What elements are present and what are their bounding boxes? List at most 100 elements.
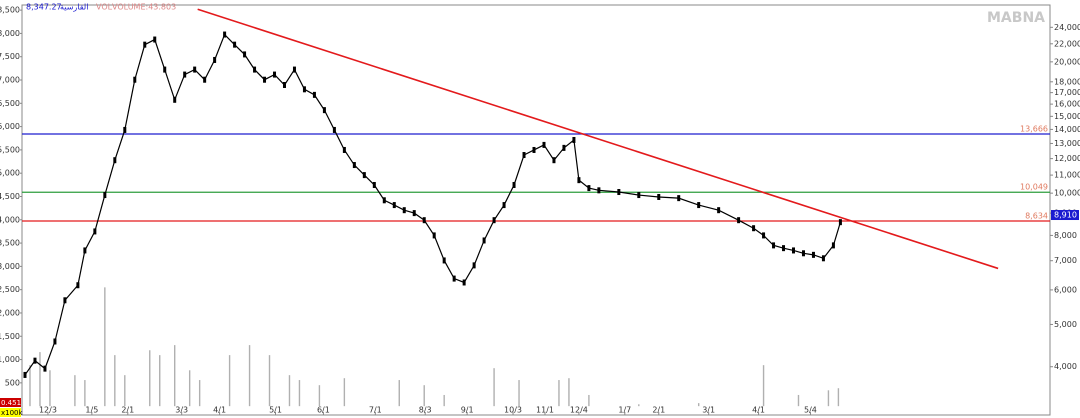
header-vol: VOL	[96, 3, 113, 12]
volume-bar	[423, 385, 425, 407]
price-candle	[163, 66, 167, 73]
price-candle	[542, 141, 546, 148]
price-candle	[392, 202, 396, 209]
price-candle	[33, 357, 37, 364]
price-candle	[253, 66, 257, 73]
y-tick-label: 6,500	[0, 99, 20, 108]
price-candle	[791, 247, 795, 254]
price-candle	[452, 275, 456, 282]
x-tick-label: 2/1	[121, 406, 134, 415]
y-tick-label: 8,000	[0, 29, 20, 38]
volume-bar	[39, 352, 41, 407]
price-candle	[772, 242, 776, 249]
price-line	[24, 33, 841, 376]
price-candle	[597, 187, 601, 194]
y2-tick-label: 4,000	[1054, 362, 1077, 371]
y2-tick-label: 14,000	[1054, 125, 1080, 134]
price-candle	[322, 107, 326, 114]
scale-unit: x100k	[1, 409, 24, 417]
price-candle	[782, 245, 786, 252]
y-tick-label: 7,500	[0, 52, 20, 61]
price-candle	[762, 232, 766, 239]
price-candle	[213, 56, 217, 63]
volume-bar	[518, 380, 520, 407]
price-candle	[462, 279, 466, 286]
volume-bar	[588, 394, 590, 407]
price-candle	[76, 282, 80, 289]
y-tick-label: 3,500	[0, 239, 20, 248]
volume-bar	[174, 345, 176, 407]
price-candle	[552, 157, 556, 164]
price-candle	[233, 41, 237, 48]
price-candle	[532, 146, 536, 153]
volume-bar	[398, 380, 400, 407]
price-candle	[292, 66, 296, 73]
y-tick-label: 6,000	[0, 122, 20, 131]
price-candle	[472, 262, 476, 269]
volume-bar	[159, 355, 161, 407]
price-candle	[577, 177, 581, 184]
price-candle	[23, 371, 27, 378]
price-candle	[422, 217, 426, 224]
volume-bar	[288, 375, 291, 407]
x-tick-label: 4/1	[213, 406, 226, 415]
price-candle	[193, 66, 197, 73]
current-price-box	[1051, 210, 1079, 221]
price-candle	[677, 195, 681, 202]
price-candle	[173, 96, 177, 103]
price-candle	[717, 207, 721, 214]
volume-bar	[638, 404, 640, 407]
volume-bar	[74, 375, 76, 407]
volume-bar	[827, 390, 830, 407]
y-tick-label: 2,500	[0, 285, 20, 294]
volume-bar	[697, 403, 700, 407]
y-tick-label: 500	[5, 378, 20, 387]
x-tick-label: 12/3	[39, 406, 57, 415]
volume-bar	[149, 350, 151, 407]
watermark: MABNA	[987, 10, 1045, 26]
price-candle	[821, 255, 825, 262]
volume-bar	[762, 365, 765, 407]
y-tick-label: 4,500	[0, 192, 20, 201]
volume-bar	[493, 368, 495, 407]
volume-bar	[188, 370, 191, 407]
price-candle	[382, 197, 386, 204]
volume-bar	[49, 370, 51, 407]
price-candle	[372, 181, 376, 188]
volume-bar	[318, 385, 321, 407]
y2-tick-label: 18,000	[1054, 77, 1080, 86]
price-candle	[737, 217, 741, 224]
price-candle	[123, 126, 127, 133]
price-candle	[831, 242, 835, 249]
price-candle	[752, 225, 756, 232]
volume-bar	[84, 380, 86, 407]
x-tick-label: 7/1	[369, 406, 382, 415]
x-tick-label: 1/7	[618, 406, 631, 415]
header-symbol: القارسية	[60, 3, 88, 12]
y-tick-label: 1,000	[0, 355, 20, 364]
trend-line	[197, 8, 999, 270]
price-candle	[352, 162, 356, 169]
volume-bar	[797, 394, 800, 407]
y2-tick-label: 17,000	[1054, 88, 1080, 97]
price-candle	[801, 250, 805, 257]
volume-bar	[568, 378, 570, 407]
price-candle	[332, 126, 336, 133]
y2-tick-label: 8,000	[1054, 231, 1077, 240]
header-volume: VOLUME:43.803	[112, 3, 176, 12]
plot-frame	[21, 4, 1051, 416]
price-candle	[402, 207, 406, 214]
x-tick-label: 10/3	[504, 406, 522, 415]
y-tick-label: 3,000	[0, 262, 20, 271]
x-tick-label: 3/1	[702, 406, 715, 415]
price-candle	[223, 31, 227, 38]
y-tick-label: 5,000	[0, 169, 20, 178]
price-candle	[153, 36, 157, 43]
price-candle	[53, 338, 57, 345]
x-tick-label: 4/1	[752, 406, 765, 415]
x-tick-label: 2/1	[652, 406, 665, 415]
price-candle	[342, 146, 346, 153]
price-candle	[273, 71, 277, 78]
x-tick-label: 9/1	[461, 406, 474, 415]
